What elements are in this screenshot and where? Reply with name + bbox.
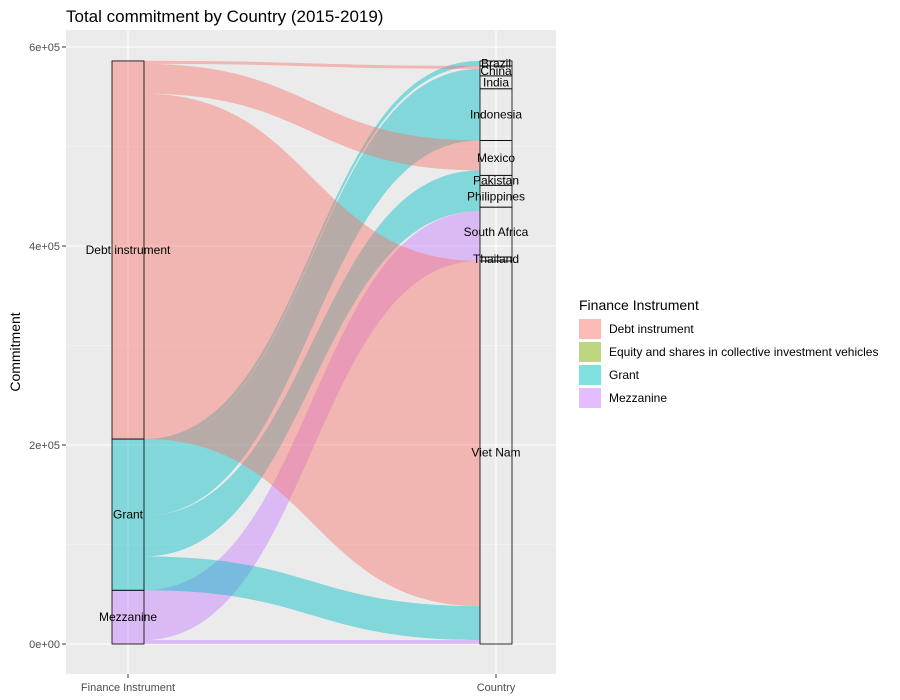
country-stratum-label: China [480, 64, 512, 78]
instrument-stratum-label: Debt instrument [86, 243, 171, 257]
legend-title: Finance Instrument [579, 297, 699, 313]
y-axis: 0e+00 2e+05 4e+05 6e+05 [29, 42, 66, 651]
instrument-stratum-label: Mezzanine [99, 610, 157, 624]
country-stratum-label: Pakistan [473, 173, 519, 187]
legend: Finance Instrument Debt instrument Equity… [579, 297, 878, 408]
x-tick-label: Country [477, 682, 516, 694]
country-stratum [479, 60, 513, 67]
y-tick-label: 0e+00 [29, 639, 60, 651]
plot-panel [66, 30, 556, 674]
chart-title: Total commitment by Country (2015-2019) [66, 7, 383, 26]
legend-key [579, 388, 601, 408]
flow-band [144, 60, 480, 69]
flow-band [144, 207, 480, 557]
country-stratum-label: Philippines [467, 189, 525, 203]
y-tick-label: 6e+05 [29, 42, 60, 54]
flow-layer [144, 60, 480, 644]
y-tick-label: 2e+05 [29, 440, 60, 452]
flow-band [144, 170, 480, 521]
legend-label: Grant [609, 368, 640, 382]
country-stratum-label: Thailand [473, 252, 519, 266]
flow-band [144, 60, 480, 445]
country-stratum-label: Indonesia [470, 108, 522, 122]
legend-label: Debt instrument [609, 322, 694, 336]
flow-band [144, 63, 480, 171]
flow-band [144, 185, 480, 553]
instrument-stratum [111, 438, 145, 591]
flow-band [144, 68, 480, 451]
country-stratum-label: South Africa [464, 225, 529, 239]
flow-band [144, 256, 480, 641]
instrument-stratum [111, 60, 145, 440]
flow-band [144, 93, 480, 607]
legend-key [579, 319, 601, 339]
country-stratum-label: Viet Nam [471, 445, 520, 459]
flow-band [144, 175, 480, 531]
instrument-stratum-label: Grant [113, 508, 144, 522]
legend-key [579, 342, 601, 362]
flow-band [144, 75, 480, 464]
y-tick-label: 4e+05 [29, 241, 60, 253]
legend-label: Mezzanine [609, 391, 667, 405]
legend-key [579, 365, 601, 385]
flow-band [144, 211, 480, 637]
flow-band [144, 640, 480, 644]
y-axis-title: Commitment [7, 312, 23, 391]
x-tick-label: Finance Instrument [81, 682, 175, 694]
strata-layer: Mezzanine Grant Debt instrument Viet Nam Tha… [86, 56, 529, 645]
country-stratum-label: Brazil [481, 56, 511, 70]
grid-lines [66, 30, 556, 674]
legend-label: Equity and shares in collective investme… [609, 345, 878, 359]
flow-band [144, 88, 480, 516]
country-stratum-label: India [483, 75, 509, 89]
flow-band [144, 556, 480, 641]
x-axis: Finance Instrument Country [81, 674, 516, 694]
country-stratum-label: Mexico [477, 151, 515, 165]
